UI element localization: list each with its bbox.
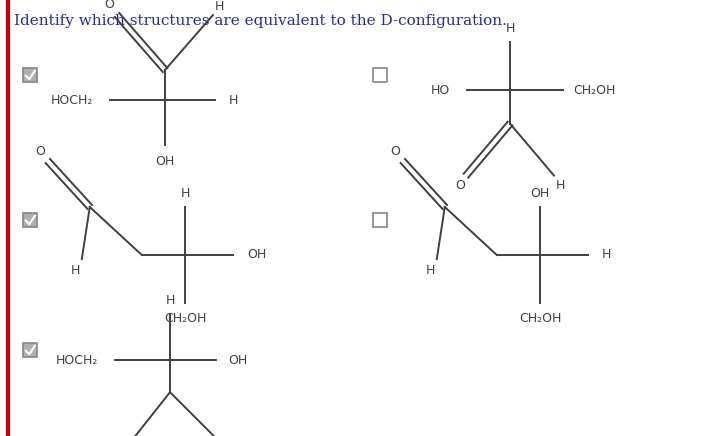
Text: H: H <box>180 187 190 200</box>
Text: O: O <box>455 179 465 192</box>
Bar <box>23 213 37 227</box>
Text: H: H <box>506 21 515 34</box>
Text: H: H <box>555 179 564 192</box>
Text: O: O <box>35 144 45 157</box>
Text: HOCH₂: HOCH₂ <box>51 93 93 106</box>
Bar <box>373 68 387 82</box>
Text: O: O <box>390 144 400 157</box>
Text: CH₂OH: CH₂OH <box>164 313 206 326</box>
Text: H: H <box>71 265 80 277</box>
Bar <box>23 343 37 357</box>
Text: O: O <box>104 0 114 10</box>
Text: OH: OH <box>229 354 248 367</box>
Text: H: H <box>214 0 224 13</box>
Text: H: H <box>601 249 611 262</box>
Text: HO: HO <box>431 84 450 96</box>
Text: OH: OH <box>247 249 267 262</box>
Text: OH: OH <box>530 187 550 200</box>
Text: CH₂OH: CH₂OH <box>574 84 616 96</box>
Text: H: H <box>229 93 238 106</box>
Text: Identify which structures are equivalent to the D-configuration.: Identify which structures are equivalent… <box>14 14 507 28</box>
Text: H: H <box>165 293 175 307</box>
Bar <box>23 68 37 82</box>
Text: H: H <box>426 265 435 277</box>
Bar <box>373 213 387 227</box>
Text: CH₂OH: CH₂OH <box>519 313 561 326</box>
Text: HOCH₂: HOCH₂ <box>55 354 98 367</box>
Text: OH: OH <box>155 154 175 167</box>
